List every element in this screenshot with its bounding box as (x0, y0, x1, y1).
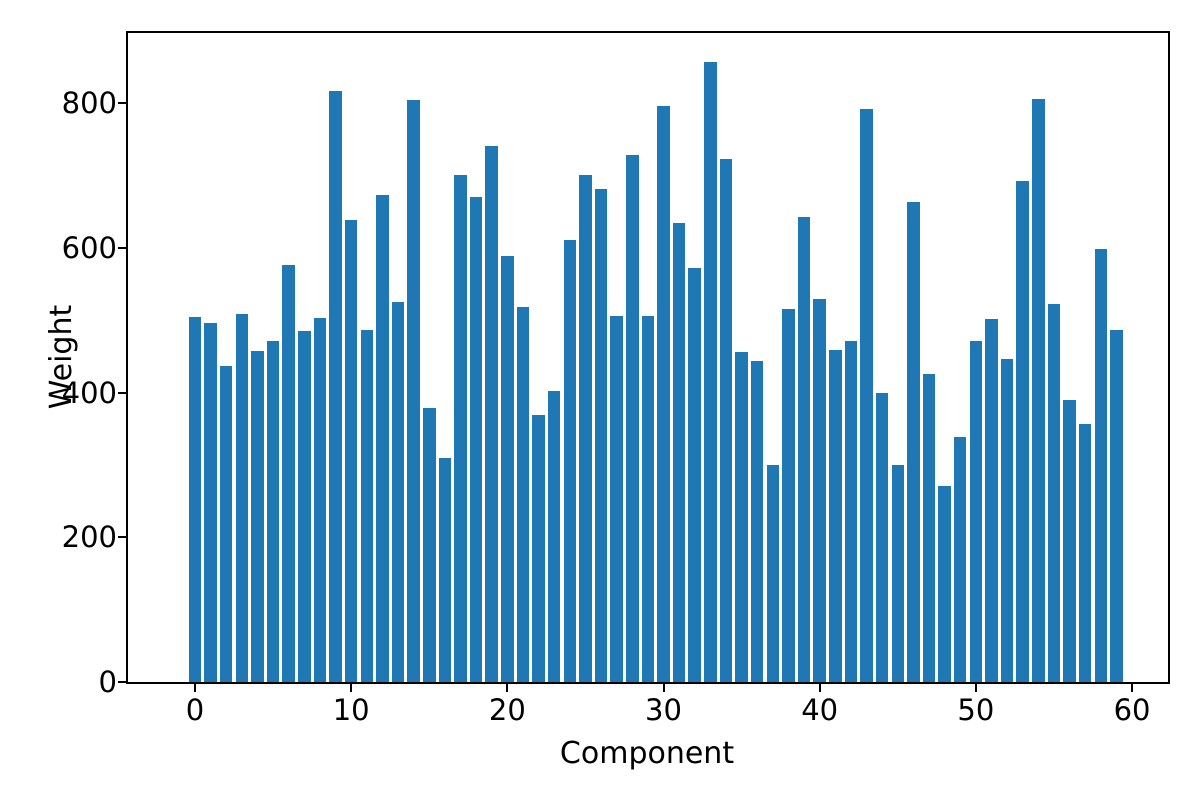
bar (407, 100, 420, 682)
bar (594, 189, 608, 682)
bar (1078, 423, 1092, 682)
bar (1000, 358, 1014, 682)
bar (501, 255, 514, 682)
bar (938, 485, 951, 682)
bar (344, 220, 358, 682)
y-axis-label: Weight (44, 304, 79, 410)
bar (438, 457, 452, 682)
bar (454, 174, 467, 682)
bar (735, 352, 748, 682)
bar (907, 202, 920, 682)
x-tick-label: 40 (801, 693, 839, 727)
x-tick-label: 50 (957, 693, 995, 727)
bar (516, 306, 530, 682)
bar (641, 315, 655, 682)
bar (329, 90, 342, 682)
y-tick-label: 800 (61, 86, 117, 121)
bar (219, 365, 233, 682)
bar (282, 265, 295, 682)
bar (485, 145, 498, 682)
x-tick-mark (506, 684, 509, 692)
x-tick-label: 30 (645, 693, 682, 727)
bar (657, 106, 670, 682)
bar (360, 330, 374, 682)
bar (579, 174, 592, 682)
y-tick-label: 600 (61, 230, 117, 265)
bar (782, 308, 795, 682)
x-tick-label: 20 (488, 693, 526, 727)
y-tick-label: 0 (98, 665, 117, 699)
bar (953, 436, 967, 682)
bar (1094, 249, 1108, 682)
bar (547, 391, 561, 682)
bar (1047, 304, 1061, 682)
y-tick-mark (118, 681, 126, 683)
x-tick-label: 10 (332, 693, 370, 727)
bar (235, 313, 249, 682)
x-tick-mark (662, 684, 665, 692)
bar (251, 351, 264, 682)
bar (626, 154, 639, 682)
bar (860, 108, 873, 682)
bar (797, 216, 811, 682)
bar (813, 298, 826, 682)
plot-area (126, 31, 1170, 684)
bar (313, 318, 327, 682)
x-tick-label: 0 (185, 693, 205, 727)
bar (423, 407, 436, 682)
bar (891, 464, 904, 682)
bar (1032, 98, 1045, 682)
y-tick-mark (118, 102, 126, 105)
y-tick-mark (118, 246, 126, 249)
bar (1063, 399, 1076, 682)
bar (922, 373, 936, 682)
y-tick-mark (118, 391, 126, 394)
x-tick-mark (194, 684, 196, 692)
bar (969, 341, 983, 682)
y-tick-label: 200 (61, 520, 117, 555)
bar (266, 340, 280, 682)
bar (1110, 330, 1123, 682)
bar (188, 316, 202, 682)
bar (985, 318, 998, 682)
bar (672, 223, 686, 682)
x-axis-label: Component (559, 736, 735, 771)
y-tick-label: 400 (61, 375, 117, 410)
x-tick-mark (350, 684, 353, 692)
bar (875, 392, 889, 682)
bar (204, 323, 217, 682)
bar (688, 268, 701, 682)
bar (750, 360, 764, 682)
bar (469, 197, 483, 682)
y-tick-mark (118, 536, 126, 539)
bar (610, 315, 623, 682)
bar (766, 464, 780, 682)
bar (829, 349, 842, 682)
x-tick-label: 60 (1113, 693, 1151, 727)
bar (532, 415, 545, 682)
bar (391, 302, 405, 682)
bar (719, 158, 733, 682)
bar (1016, 181, 1029, 682)
x-tick-mark (974, 684, 977, 692)
bar (844, 341, 858, 682)
bar (563, 239, 577, 682)
bar (704, 61, 717, 682)
bar (298, 331, 311, 682)
x-tick-mark (818, 684, 821, 692)
x-tick-mark (1131, 684, 1134, 692)
bar (376, 195, 389, 682)
